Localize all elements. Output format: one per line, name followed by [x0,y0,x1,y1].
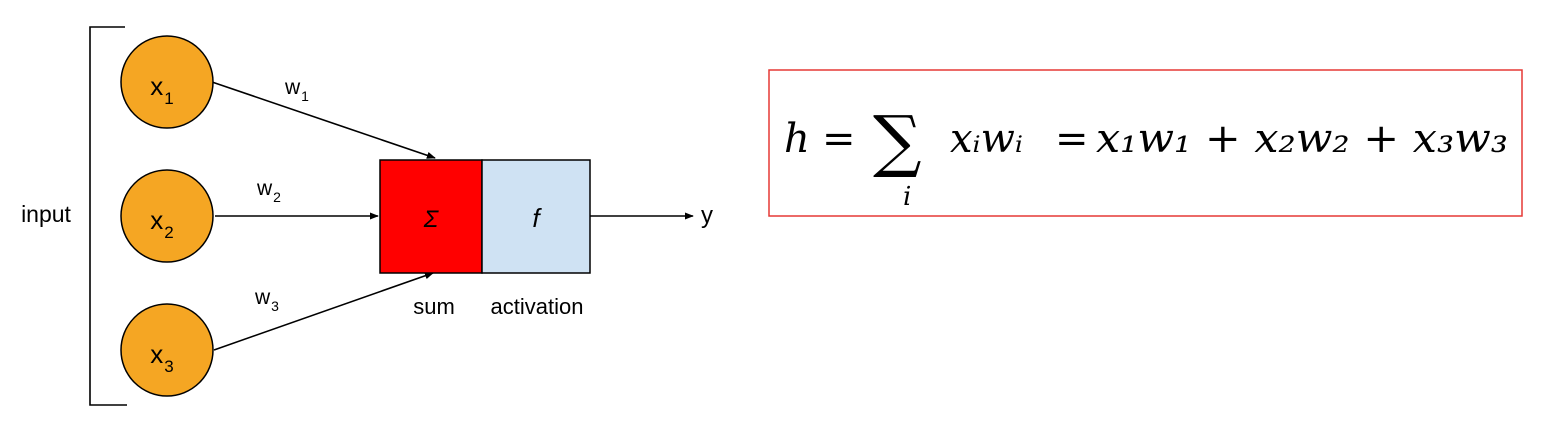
sum-caption: sum [413,294,455,319]
weight-subscript: 1 [301,88,309,104]
summation-index: i [903,182,911,212]
svg-text:x2: x2 [150,205,173,242]
input-node-label: x [150,339,163,369]
input-node-subscript: 2 [164,223,173,242]
weight-subscript: 2 [273,189,281,205]
weight-label: w [256,177,273,200]
weight-label-w3: w3 [254,286,279,314]
output-label: y [701,202,713,229]
input-node-circle [120,35,214,129]
formula-middle: xᵢwᵢ [950,116,1023,162]
formula-lhs: h [784,116,810,162]
input-node-x2: x2 [120,169,214,263]
input-node-subscript: 3 [164,357,173,376]
edge-x1-sum [211,81,436,159]
input-node-x3: x3 [120,303,214,397]
weight-label-w2: w2 [256,177,281,205]
activation-symbol: f [532,203,542,233]
activation-caption: activation [491,294,584,319]
input-node-subscript: 1 [164,89,173,108]
formula: h = ∑ i xᵢwᵢ = x₁w₁ + x₂w₂ + x₃w₃ [784,102,1508,212]
svg-text:x3: x3 [150,339,173,376]
input-node-label: x [150,205,163,235]
formula-equals: = [822,116,856,162]
formula-box [768,69,1523,217]
input-node-circle [120,303,214,397]
input-label: input [21,201,71,227]
sum-symbol: Σ [423,206,440,233]
formula-equals-2: = [1055,116,1089,162]
input-node-x1: x1 [120,35,214,129]
weight-label: w [254,286,271,309]
input-node-label: x [150,71,163,101]
weight-subscript: 3 [271,298,279,314]
weight-label: w [284,76,301,99]
summation-symbol: ∑ [873,102,922,181]
svg-text:x1: x1 [150,71,173,108]
input-bracket [89,26,127,406]
activation-block [481,159,591,274]
edge-x3-sum [213,272,434,351]
input-node-circle [120,169,214,263]
weight-label-w1: w1 [284,76,309,104]
formula-rhs: x₁w₁ + x₂w₂ + x₃w₃ [1096,116,1508,162]
